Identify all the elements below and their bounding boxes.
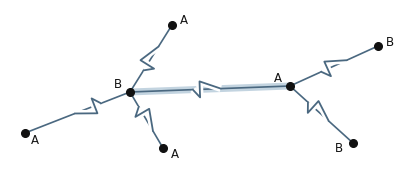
Text: A: A bbox=[31, 135, 39, 147]
Text: A: A bbox=[180, 14, 188, 27]
Text: B: B bbox=[335, 143, 343, 156]
Text: B: B bbox=[386, 36, 394, 48]
Text: B: B bbox=[114, 77, 122, 91]
Text: A: A bbox=[274, 72, 282, 85]
Text: A: A bbox=[171, 147, 179, 160]
